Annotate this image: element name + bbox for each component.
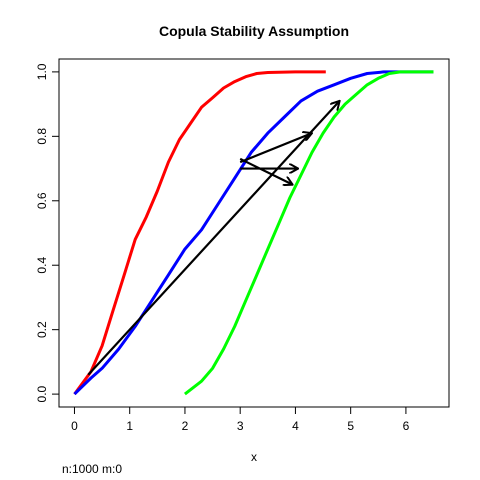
series-blue-line (73, 70, 434, 396)
y-tick-label: 0.2 (35, 321, 49, 338)
y-tick-label: 0.8 (35, 128, 49, 145)
arrow-layer (87, 101, 339, 376)
y-tick-label: 0.4 (35, 257, 49, 274)
x-axis: 0 1 2 3 4 5 6 (71, 406, 410, 433)
series-red-line (73, 70, 326, 395)
y-tick-label: 0.6 (35, 192, 49, 209)
x-tick-label: 2 (182, 419, 189, 433)
x-tick-label: 3 (237, 419, 244, 433)
y-tick-label: 1.0 (35, 63, 49, 80)
y-tick-label: 0.0 (35, 385, 49, 402)
x-tick-label: 5 (347, 419, 354, 433)
plot-frame (58, 58, 450, 408)
series-layer (73, 70, 434, 396)
x-tick-label: 4 (292, 419, 299, 433)
chart-title: Copula Stability Assumption (159, 23, 349, 39)
x-tick-label: 1 (126, 419, 133, 433)
x-axis-label: x (251, 450, 257, 464)
y-axis: 0.0 0.2 0.4 0.6 0.8 1.0 (35, 63, 60, 402)
footnote: n:1000 m:0 (62, 462, 123, 476)
arrow-3 (239, 157, 292, 185)
x-tick-label: 0 (71, 419, 78, 433)
arrow-2 (239, 133, 312, 164)
series-green-line (183, 70, 434, 396)
x-tick-label: 6 (403, 419, 410, 433)
arrow-1 (87, 101, 339, 376)
